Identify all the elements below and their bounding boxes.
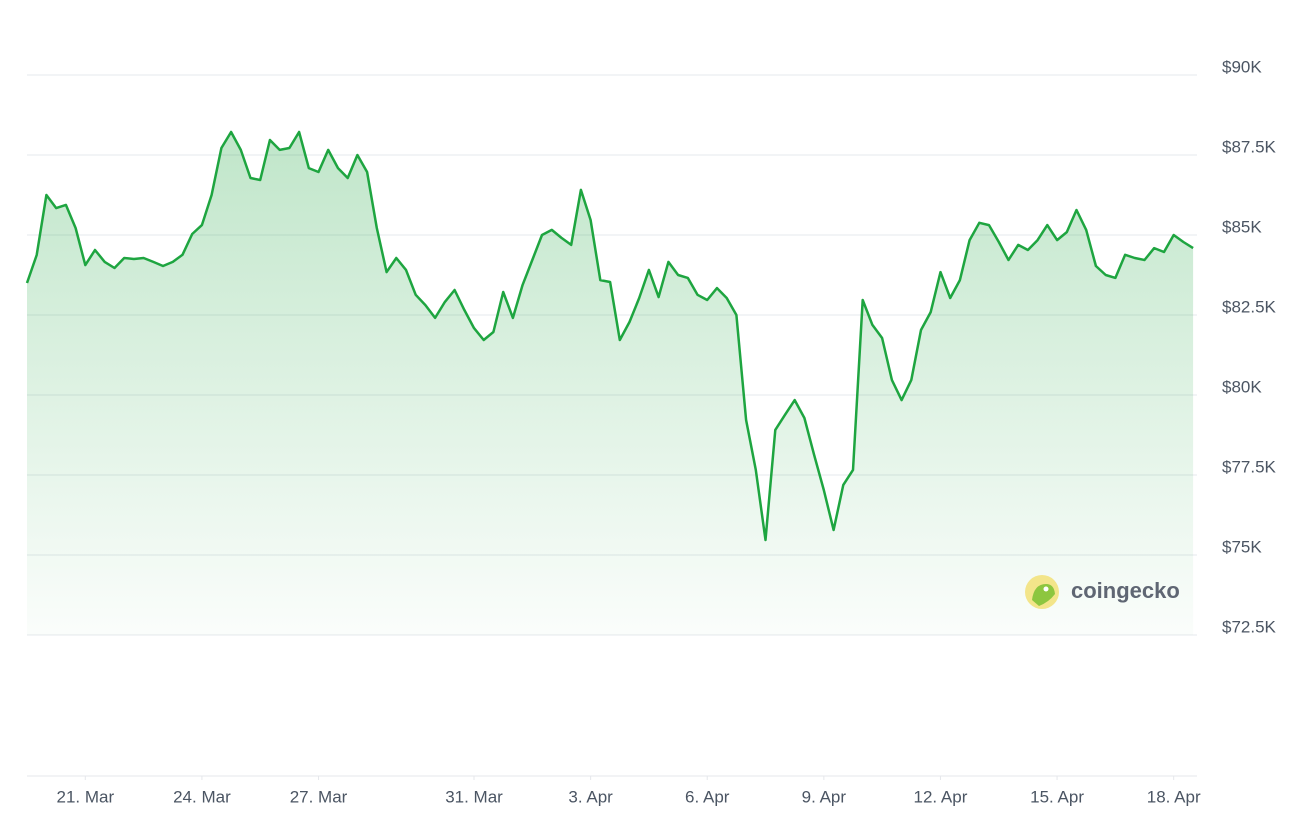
plot [25, 130, 1194, 635]
y-tick-label: $87.5K [1222, 137, 1277, 156]
x-tick-label: 21. Mar [56, 787, 114, 806]
y-tick-label: $90K [1222, 57, 1262, 76]
y-tick-label: $80K [1222, 377, 1262, 396]
price-area [27, 132, 1194, 635]
x-tick-label: 24. Mar [173, 787, 231, 806]
x-tick-label: 27. Mar [290, 787, 348, 806]
watermark-text: coingecko [1071, 578, 1180, 603]
watermark: coingecko [1025, 575, 1180, 609]
y-tick-label: $82.5K [1222, 297, 1277, 316]
x-tick-label: 6. Apr [685, 787, 730, 806]
y-tick-label: $85K [1222, 217, 1262, 236]
x-tick-label: 9. Apr [802, 787, 847, 806]
y-tick-label: $75K [1222, 537, 1262, 556]
x-tick-label: 18. Apr [1147, 787, 1201, 806]
y-tick-label: $72.5K [1222, 617, 1277, 636]
x-tick-label: 15. Apr [1030, 787, 1084, 806]
watermark-logo-eye [1043, 586, 1049, 592]
x-tick-label: 12. Apr [914, 787, 968, 806]
y-tick-label: $77.5K [1222, 457, 1277, 476]
price-line [25, 130, 1194, 542]
x-tick-label: 31. Mar [445, 787, 503, 806]
x-tick-label: 3. Apr [568, 787, 613, 806]
watermark-logo-head [1032, 584, 1055, 606]
